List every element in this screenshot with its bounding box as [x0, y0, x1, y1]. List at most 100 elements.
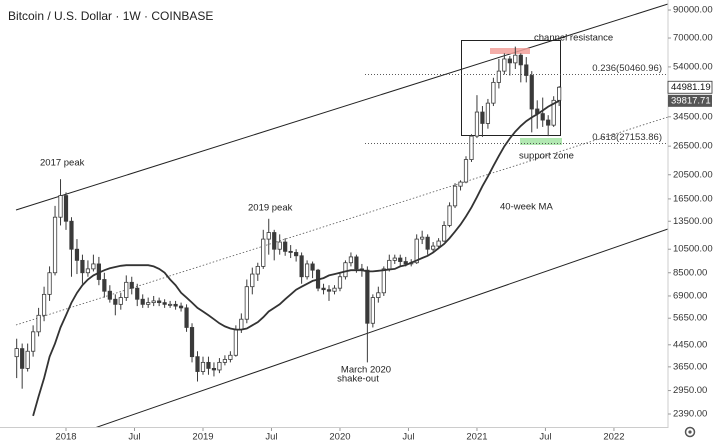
- y-tick-label: 4450.00: [673, 339, 707, 350]
- x-tick-label: 2022: [603, 432, 624, 443]
- candle-body: [14, 348, 19, 358]
- candle-body: [502, 58, 507, 72]
- candle-body: [310, 263, 315, 271]
- y-tick-label: 6900.00: [673, 290, 707, 301]
- candle-body: [354, 256, 359, 270]
- candle-body: [507, 58, 512, 64]
- candle-body: [463, 159, 469, 183]
- x-tick-label: Jul: [128, 432, 140, 443]
- candle-body: [69, 220, 74, 250]
- candle-body: [173, 303, 178, 307]
- ma-label: 39817.71: [671, 95, 711, 106]
- candle-body: [332, 287, 337, 292]
- candle-body: [244, 286, 249, 320]
- x-tick-label: Jul: [539, 432, 551, 443]
- candle-body: [58, 195, 63, 218]
- gear: [684, 426, 696, 438]
- x-tick-label: 2020: [329, 432, 350, 443]
- annotation: channel resistance: [534, 33, 613, 44]
- y-tick-label: 16500.00: [673, 193, 713, 204]
- candle-body: [480, 111, 485, 124]
- candle-body: [387, 259, 392, 270]
- candle-body: [496, 70, 501, 83]
- candle-body: [441, 225, 447, 242]
- candle-body: [211, 367, 217, 371]
- candle-body: [52, 216, 58, 274]
- candle-body: [277, 241, 282, 250]
- candle-body: [25, 350, 30, 369]
- candle-body: [157, 300, 162, 304]
- candle-body: [228, 354, 233, 360]
- candle-body: [146, 302, 151, 305]
- candle-body: [31, 331, 36, 352]
- candle-body: [546, 119, 551, 126]
- chart-title: Bitcoin / U.S. Dollar · 1W · COINBASE: [8, 9, 213, 23]
- candle-body: [321, 287, 326, 291]
- candle-body: [74, 248, 80, 261]
- candle-body: [513, 54, 518, 64]
- y-tick-label: 10500.00: [673, 244, 713, 255]
- y-tick-label: 13500.00: [673, 216, 713, 227]
- candle-body: [381, 268, 386, 294]
- candle-body: [178, 305, 184, 309]
- candle-body: [304, 263, 310, 278]
- y-tick-label: 26500.00: [673, 141, 713, 152]
- candle-body: [261, 238, 266, 267]
- y-tick-label: 34500.00: [673, 111, 713, 122]
- candle-body: [255, 265, 260, 275]
- candle-body: [195, 356, 200, 372]
- candle-body: [206, 361, 211, 369]
- candle-body: [376, 292, 381, 298]
- y-tick-label: 90000.00: [673, 5, 713, 16]
- candle-body: [485, 102, 491, 124]
- candle-body: [222, 359, 228, 363]
- candle-body: [184, 307, 189, 328]
- candle-body: [80, 259, 85, 274]
- x-tick-label: Jul: [402, 432, 414, 443]
- annotation: 40-week MA: [500, 202, 553, 213]
- candle-body: [365, 269, 370, 324]
- candle-body: [540, 113, 545, 121]
- level-label: 0.236(50460.96): [592, 63, 662, 74]
- support-zone: [520, 138, 562, 145]
- candle-body: [151, 300, 156, 304]
- x-tick-label: 2021: [466, 432, 487, 443]
- candle-body: [326, 289, 332, 292]
- y-tick-label: 70000.00: [673, 33, 713, 44]
- resistance-zone: [490, 48, 530, 54]
- candle-body: [299, 255, 304, 278]
- settings-icon[interactable]: [684, 426, 696, 438]
- candle-body: [272, 232, 277, 250]
- candle-body: [63, 195, 69, 222]
- y-tick-label: 8500.00: [673, 267, 707, 278]
- candle-body: [217, 361, 222, 371]
- candle-body: [288, 250, 293, 253]
- candle-body: [398, 257, 403, 262]
- candle-body: [124, 281, 129, 298]
- candle-body: [436, 240, 441, 247]
- candle-body: [135, 287, 140, 300]
- candle-body: [102, 279, 107, 292]
- annotation: 2019 peak: [248, 203, 293, 214]
- candle-body: [474, 111, 480, 137]
- candle-body: [524, 64, 529, 76]
- annotation: shake-out: [337, 374, 379, 385]
- candle-body: [518, 54, 523, 66]
- candle-body: [343, 262, 348, 278]
- candle-body: [107, 290, 112, 300]
- x-tick-label: Jul: [265, 432, 277, 443]
- candle-body: [47, 272, 52, 295]
- candle-body: [20, 348, 25, 369]
- series: [14, 46, 666, 417]
- candle-body: [425, 236, 430, 250]
- candle-body: [348, 256, 354, 264]
- candle-body: [91, 263, 96, 270]
- candle-body: [41, 293, 47, 316]
- moving-average: [32, 100, 560, 417]
- candle-body: [431, 245, 436, 250]
- y-tick-label: 54000.00: [673, 61, 713, 72]
- candle-body: [392, 257, 397, 261]
- candle-body: [529, 75, 534, 110]
